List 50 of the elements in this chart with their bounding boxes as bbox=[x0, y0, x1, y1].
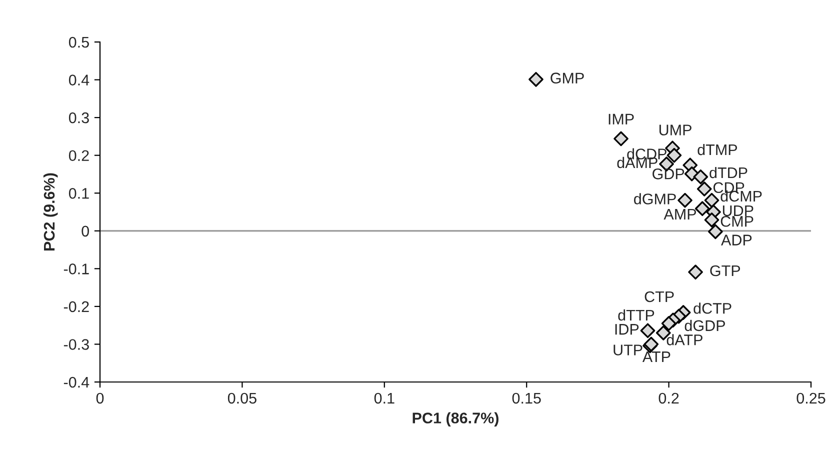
point bbox=[678, 192, 692, 208]
point bbox=[661, 316, 676, 331]
point bbox=[694, 201, 710, 216]
point bbox=[704, 212, 720, 228]
x-tick-label: 0.25 bbox=[796, 392, 826, 404]
data-label: dCTP bbox=[694, 302, 732, 314]
y-tick-label: -0.3 bbox=[64, 339, 89, 350]
y-tick-label: 0.1 bbox=[68, 188, 89, 199]
point bbox=[688, 264, 703, 280]
y-tick-label: 0.2 bbox=[68, 150, 89, 162]
y-tick-label: -0.1 bbox=[64, 264, 89, 274]
data-label: CTP bbox=[644, 291, 674, 302]
point bbox=[614, 131, 628, 146]
data-label: IMP bbox=[608, 114, 634, 124]
y-tick-label: 0.3 bbox=[68, 112, 89, 124]
data-label: GDP bbox=[652, 168, 684, 180]
data-label: dGMP bbox=[634, 193, 676, 204]
point bbox=[528, 72, 544, 87]
data-label: UTP bbox=[614, 344, 642, 356]
y-axis-title: PC2 (9.6%) bbox=[43, 173, 58, 250]
point bbox=[696, 182, 712, 196]
x-tick-label: 0.2 bbox=[658, 392, 679, 404]
x-tick-label: 0.1 bbox=[374, 392, 394, 404]
x-tick-label: 0.15 bbox=[512, 392, 541, 404]
data-label: ADP bbox=[721, 234, 752, 246]
data-label: UDP bbox=[722, 205, 754, 216]
x-axis-title: PC1 (86.7%) bbox=[412, 412, 498, 426]
data-label: dTTP bbox=[618, 309, 654, 321]
data-label: dATP bbox=[666, 334, 702, 346]
x-tick-label: 0.05 bbox=[228, 392, 256, 404]
point bbox=[640, 323, 656, 338]
data-label: IDP bbox=[615, 324, 639, 335]
y-tick-label: 0 bbox=[82, 226, 89, 237]
data-label: dTDP bbox=[710, 166, 748, 178]
y-tick-label: -0.2 bbox=[64, 301, 89, 312]
point bbox=[693, 169, 708, 184]
data-label: AMP bbox=[664, 208, 696, 220]
data-label: GTP bbox=[710, 265, 740, 276]
data-label: UMP bbox=[659, 124, 692, 136]
y-tick-label: 0.4 bbox=[68, 74, 90, 86]
data-label: ATP bbox=[642, 352, 670, 362]
y-tick-label: -0.4 bbox=[64, 376, 90, 388]
point bbox=[666, 148, 682, 163]
x-tick-label: 0 bbox=[96, 392, 104, 404]
point bbox=[704, 192, 720, 208]
y-tick-label: 0.5 bbox=[68, 36, 89, 48]
data-label: dGDP bbox=[684, 320, 725, 332]
data-label: GMP bbox=[550, 72, 584, 84]
data-label: CMP bbox=[720, 216, 754, 227]
data-label: dTMP bbox=[698, 144, 738, 156]
